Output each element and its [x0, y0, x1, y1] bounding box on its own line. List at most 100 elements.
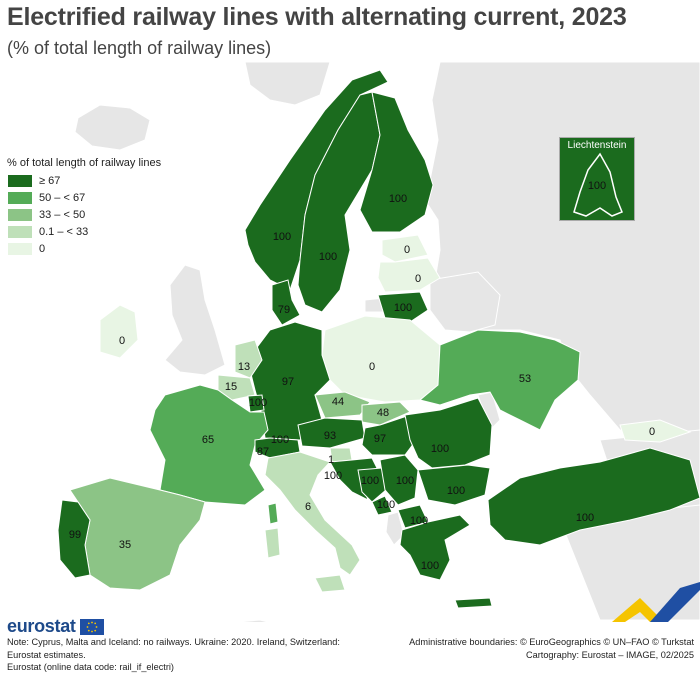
- legend-label: 50 – < 67: [39, 191, 86, 204]
- label-austria: 93: [324, 430, 336, 442]
- region-portugal[interactable]: [57, 499, 91, 579]
- label-sw-region: 87: [257, 446, 269, 458]
- legend-label: ≥ 67: [39, 174, 61, 187]
- region-germany[interactable]: [249, 321, 331, 441]
- label-finland: 100: [389, 193, 407, 205]
- label-france: 65: [202, 434, 214, 446]
- region-romania[interactable]: [404, 397, 493, 469]
- label-switzerland: 100: [271, 434, 289, 446]
- label-bosnia: 100: [361, 475, 379, 487]
- inset-value: 100: [587, 180, 607, 192]
- region-ukraine[interactable]: [418, 329, 581, 431]
- label-latvia: 0: [415, 273, 421, 285]
- legend-item: 0.1 – < 33: [7, 223, 161, 240]
- choropleth-map: 99 35 65 0 15 13 100 97 79 100 100 100 0…: [57, 62, 700, 622]
- label-belgium: 15: [225, 381, 237, 393]
- map-legend: % of total length of railway lines ≥ 67 …: [7, 157, 161, 257]
- label-north-macedonia: 100: [410, 515, 428, 527]
- region-poland[interactable]: [321, 315, 441, 403]
- label-ukraine: 53: [519, 373, 531, 385]
- region-lithuania[interactable]: [377, 291, 429, 323]
- region-luxembourg[interactable]: [247, 394, 265, 413]
- label-italy: 6: [305, 501, 311, 513]
- credits: Administrative boundaries: © EuroGeograp…: [364, 636, 694, 661]
- label-czechia: 44: [332, 396, 344, 408]
- footnote: Note: Cyprus, Malta and Iceland: no rail…: [7, 636, 352, 674]
- label-spain: 35: [119, 539, 131, 551]
- label-portugal: 99: [69, 529, 81, 541]
- map-title: Electrified railway lines with alternati…: [7, 3, 627, 31]
- label-montenegro: 100: [377, 499, 395, 511]
- legend-item: 0: [7, 240, 161, 257]
- legend-swatch: [7, 173, 33, 188]
- label-netherlands: 13: [238, 361, 250, 373]
- region-crete: [454, 597, 493, 609]
- region-serbia[interactable]: [379, 454, 419, 506]
- source-text: Eurostat (online data code: rail_if_elec…: [7, 662, 174, 672]
- eurostat-corner-ribbon-icon: [612, 582, 700, 622]
- map-subtitle: (% of total length of railway lines): [7, 38, 272, 58]
- region-corsica: [267, 502, 279, 525]
- region-sicily: [314, 574, 346, 593]
- label-georgia: 0: [649, 426, 655, 438]
- legend-title: % of total length of railway lines: [7, 157, 162, 169]
- label-sweden: 100: [319, 251, 337, 263]
- label-estonia: 0: [404, 244, 410, 256]
- legend-item: 33 – < 50: [7, 206, 161, 223]
- label-serbia: 100: [396, 475, 414, 487]
- region-finland[interactable]: [359, 91, 434, 233]
- legend-label: 0.1 – < 33: [39, 225, 89, 238]
- region-bulgaria[interactable]: [417, 464, 491, 506]
- region-georgia[interactable]: [619, 419, 692, 443]
- label-lithuania: 100: [394, 302, 412, 314]
- label-romania: 100: [431, 443, 449, 455]
- label-slovenia: 1: [328, 454, 334, 466]
- region-montenegro[interactable]: [371, 495, 393, 516]
- north-africa-shape: [232, 619, 271, 622]
- legend-label: 0: [39, 242, 46, 255]
- label-norway: 100: [273, 231, 291, 243]
- inset-title: Liechtenstein: [567, 140, 627, 151]
- logo-text: eurostat: [7, 616, 76, 636]
- label-luxembourg: 100: [249, 397, 267, 409]
- region-turkey[interactable]: [487, 447, 700, 546]
- iceland-shape: [74, 104, 151, 151]
- belarus-shape: [429, 271, 501, 333]
- region-bosnia[interactable]: [357, 467, 387, 503]
- label-denmark: 79: [278, 304, 290, 316]
- note-text: Note: Cyprus, Malta and Iceland: no rail…: [7, 637, 340, 660]
- region-greece[interactable]: [399, 514, 471, 581]
- region-slovakia[interactable]: [361, 401, 411, 426]
- label-slovakia: 48: [377, 407, 389, 419]
- region-estonia[interactable]: [381, 234, 429, 263]
- greenland-shape: [244, 62, 331, 106]
- legend-item: ≥ 67: [7, 172, 161, 189]
- credits-cartography: Cartography: Eurostat – IMAGE, 02/2025: [525, 649, 694, 660]
- legend-swatch: [7, 241, 33, 256]
- label-poland: 0: [369, 361, 375, 373]
- region-sweden[interactable]: [297, 91, 381, 313]
- legend-swatch: [7, 224, 33, 239]
- region-sardinia: [264, 527, 281, 559]
- region-netherlands[interactable]: [234, 339, 263, 379]
- region-latvia[interactable]: [377, 257, 441, 293]
- legend-swatch: [7, 207, 33, 222]
- label-hungary: 97: [374, 433, 386, 445]
- region-albania: [385, 511, 405, 546]
- region-denmark[interactable]: [271, 279, 301, 326]
- label-croatia: 100: [324, 470, 342, 482]
- region-italy[interactable]: [264, 451, 361, 576]
- region-france[interactable]: [149, 384, 269, 506]
- region-ireland[interactable]: [99, 304, 139, 359]
- inset-liechtenstein[interactable]: Liechtenstein 100: [559, 137, 635, 221]
- label-turkey: 100: [576, 512, 594, 524]
- legend-item: 50 – < 67: [7, 189, 161, 206]
- label-ireland: 0: [119, 335, 125, 347]
- uk-shape: [164, 264, 226, 376]
- label-germany: 97: [282, 376, 294, 388]
- label-bulgaria: 100: [447, 485, 465, 497]
- eu-flag-icon: [79, 618, 104, 635]
- label-greece: 100: [421, 560, 439, 572]
- liechtenstein-shape: [573, 152, 623, 217]
- region-belgium[interactable]: [217, 374, 256, 401]
